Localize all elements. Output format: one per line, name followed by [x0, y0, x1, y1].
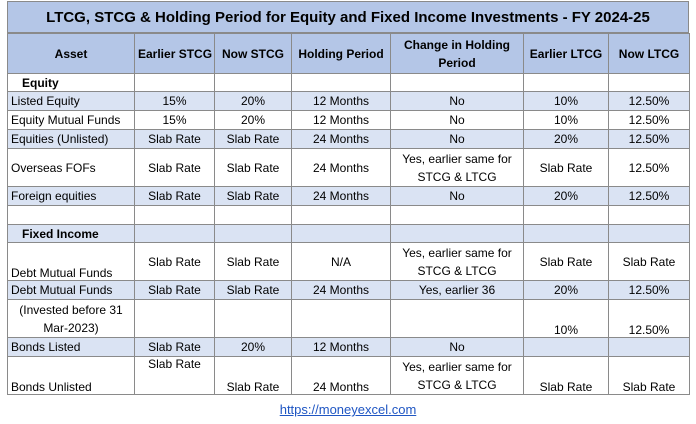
now-stcg-cell: Slab Rate [214, 129, 292, 149]
col-header-now-ltcg: Now LTCG [608, 33, 690, 74]
now-ltcg-cell: 12.50% [608, 299, 690, 338]
change-holding-cell: Yes, earlier same for STCG & LTCG [390, 356, 524, 395]
moneyexcel-link[interactable]: https://moneyexcel.com [279, 402, 417, 417]
now-stcg-cell: Slab Rate [214, 242, 292, 281]
now-ltcg-cell: Slab Rate [608, 356, 690, 395]
col-header-now-stcg: Now STCG [214, 33, 292, 74]
change-holding-cell: Yes, earlier same for STCG & LTCG [390, 148, 524, 187]
tax-table: Asset Earlier STCG Now STCG Holding Peri… [7, 33, 690, 395]
holding-period-cell: 12 Months [291, 110, 391, 130]
holding-period-cell [291, 299, 391, 338]
table-row: (Invested before 31 Mar-2023) 10% 12.50% [7, 299, 690, 338]
section-row-equity: Equity [7, 73, 690, 92]
asset-cell: Overseas FOFs [7, 148, 135, 187]
table-row: Listed Equity 15% 20% 12 Months No 10% 1… [7, 91, 690, 111]
asset-cell: Debt Mutual Funds [7, 242, 135, 281]
earlier-stcg-cell: Slab Rate [134, 242, 215, 281]
earlier-stcg-cell [134, 299, 215, 338]
now-ltcg-cell: 12.50% [608, 148, 690, 187]
change-holding-cell: No [390, 91, 524, 111]
now-stcg-cell: 20% [214, 91, 292, 111]
col-header-holding-period: Holding Period [291, 33, 391, 74]
section-row-fixed-income: Fixed Income [7, 224, 690, 243]
earlier-ltcg-cell: Slab Rate [523, 242, 609, 281]
table-row: Debt Mutual Funds Slab Rate Slab Rate N/… [7, 242, 690, 281]
asset-cell: Listed Equity [7, 91, 135, 111]
now-ltcg-cell: 12.50% [608, 91, 690, 111]
table-row: Debt Mutual Funds Slab Rate Slab Rate 24… [7, 280, 690, 300]
change-holding-cell [390, 299, 524, 338]
holding-period-cell: 24 Months [291, 186, 391, 206]
asset-cell: Bonds Unlisted [7, 356, 135, 395]
col-header-asset: Asset [7, 33, 135, 74]
asset-cell: Equities (Unlisted) [7, 129, 135, 149]
change-holding-cell: No [390, 110, 524, 130]
asset-cell: Bonds Listed [7, 337, 135, 357]
footer-link-container: https://moneyexcel.com [0, 402, 696, 417]
asset-cell: (Invested before 31 Mar-2023) [7, 299, 135, 338]
asset-cell: Debt Mutual Funds [7, 280, 135, 300]
table-row: Foreign equities Slab Rate Slab Rate 24 … [7, 186, 690, 206]
earlier-stcg-cell: Slab Rate [134, 129, 215, 149]
table-row: Overseas FOFs Slab Rate Slab Rate 24 Mon… [7, 148, 690, 187]
table-row: Equities (Unlisted) Slab Rate Slab Rate … [7, 129, 690, 149]
change-holding-cell: No [390, 129, 524, 149]
now-stcg-cell: 20% [214, 337, 292, 357]
change-holding-cell: Yes, earlier 36 [390, 280, 524, 300]
section-label-fixed-income: Fixed Income [7, 224, 135, 243]
earlier-ltcg-cell: Slab Rate [523, 356, 609, 395]
earlier-ltcg-cell: 10% [523, 91, 609, 111]
now-ltcg-cell: 12.50% [608, 129, 690, 149]
holding-period-cell: N/A [291, 242, 391, 281]
now-stcg-cell [214, 299, 292, 338]
earlier-ltcg-cell: 10% [523, 110, 609, 130]
table-row: Bonds Unlisted Slab Rate Slab Rate 24 Mo… [7, 356, 690, 395]
now-ltcg-cell: 12.50% [608, 110, 690, 130]
earlier-ltcg-cell: 20% [523, 280, 609, 300]
holding-period-cell: 24 Months [291, 129, 391, 149]
header-row: Asset Earlier STCG Now STCG Holding Peri… [7, 33, 690, 74]
change-holding-cell: No [390, 337, 524, 357]
earlier-stcg-cell: 15% [134, 91, 215, 111]
col-header-change-holding: Change in Holding Period [390, 33, 524, 74]
earlier-stcg-cell: Slab Rate [134, 186, 215, 206]
now-stcg-cell: Slab Rate [214, 186, 292, 206]
earlier-ltcg-cell: 10% [523, 299, 609, 338]
table-row: Bonds Listed Slab Rate 20% 12 Months No [7, 337, 690, 357]
earlier-ltcg-cell: 20% [523, 129, 609, 149]
col-header-earlier-stcg: Earlier STCG [134, 33, 215, 74]
earlier-stcg-cell: Slab Rate [134, 148, 215, 187]
now-ltcg-cell [608, 337, 690, 357]
now-ltcg-cell: Slab Rate [608, 242, 690, 281]
now-ltcg-cell: 12.50% [608, 280, 690, 300]
sheet-title: LTCG, STCG & Holding Period for Equity a… [7, 1, 689, 33]
change-holding-cell: No [390, 186, 524, 206]
holding-period-cell: 24 Months [291, 356, 391, 395]
col-header-earlier-ltcg: Earlier LTCG [523, 33, 609, 74]
earlier-ltcg-cell [523, 337, 609, 357]
earlier-stcg-cell: Slab Rate [134, 280, 215, 300]
holding-period-cell: 24 Months [291, 148, 391, 187]
earlier-ltcg-cell: Slab Rate [523, 148, 609, 187]
blank-row [7, 205, 690, 225]
earlier-stcg-cell: Slab Rate [134, 356, 215, 395]
earlier-stcg-cell: Slab Rate [134, 337, 215, 357]
now-stcg-cell: Slab Rate [214, 280, 292, 300]
now-ltcg-cell: 12.50% [608, 186, 690, 206]
holding-period-cell: 24 Months [291, 280, 391, 300]
tax-table-sheet: LTCG, STCG & Holding Period for Equity a… [7, 1, 690, 395]
asset-cell: Foreign equities [7, 186, 135, 206]
section-label-equity: Equity [7, 73, 135, 92]
earlier-stcg-cell: 15% [134, 110, 215, 130]
now-stcg-cell: Slab Rate [214, 356, 292, 395]
earlier-ltcg-cell: 20% [523, 186, 609, 206]
asset-cell: Equity Mutual Funds [7, 110, 135, 130]
holding-period-cell: 12 Months [291, 337, 391, 357]
now-stcg-cell: Slab Rate [214, 148, 292, 187]
table-row: Equity Mutual Funds 15% 20% 12 Months No… [7, 110, 690, 130]
holding-period-cell: 12 Months [291, 91, 391, 111]
now-stcg-cell: 20% [214, 110, 292, 130]
change-holding-cell: Yes, earlier same for STCG & LTCG [390, 242, 524, 281]
